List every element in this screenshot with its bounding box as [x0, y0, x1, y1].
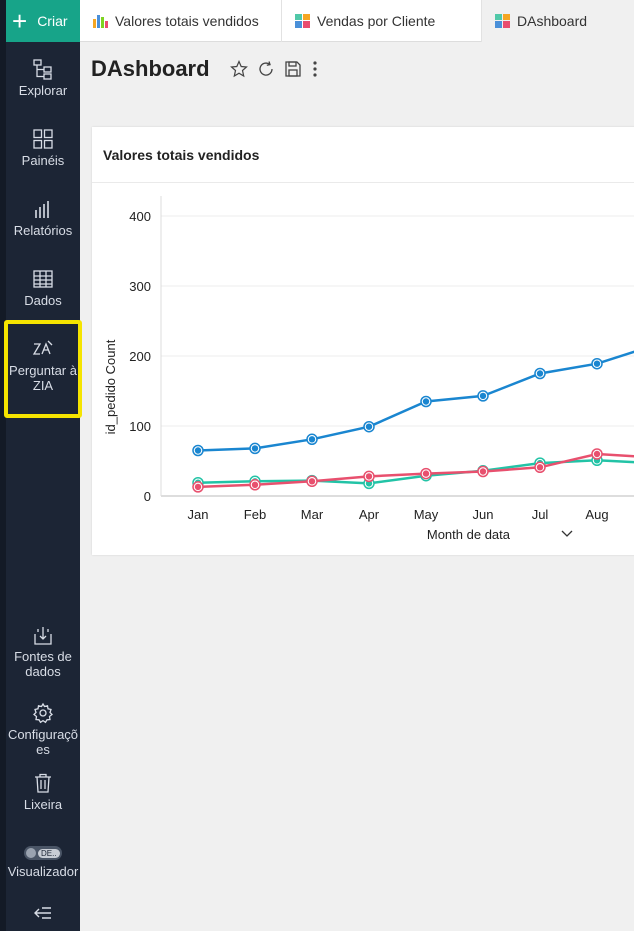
x-tick-label: Apr: [359, 507, 380, 522]
y-tick-label: 0: [144, 489, 151, 504]
data-point: [536, 370, 544, 377]
data-point: [251, 481, 259, 488]
y-tick-label: 200: [129, 349, 151, 364]
dashboard-icon: [295, 14, 310, 28]
sidebar-item-perguntar-zia[interactable]: Perguntar à ZIA: [6, 338, 80, 393]
data-point: [365, 473, 373, 480]
data-point: [194, 447, 202, 454]
dashboard-icon: [495, 14, 510, 28]
tab-label: Vendas por Cliente: [317, 13, 436, 29]
data-point: [479, 392, 487, 400]
tab-valores-totais[interactable]: Valores totais vendidos: [80, 0, 282, 42]
x-tick-label: Jan: [188, 507, 209, 522]
save-icon[interactable]: [284, 60, 302, 78]
data-point: [479, 468, 487, 475]
series-line: [197, 459, 634, 485]
x-tick-label: Mar: [301, 507, 324, 522]
create-label: Criar: [37, 13, 68, 29]
collapse-icon: [34, 907, 51, 919]
data-point: [251, 445, 259, 452]
sidebar-item-fontes-de-dados[interactable]: Fontes de dados: [6, 624, 80, 679]
trash-icon: [35, 773, 51, 793]
star-icon[interactable]: [230, 60, 248, 78]
sidebar-item-label: Visualizador: [7, 864, 79, 879]
data-point: [593, 450, 601, 458]
sidebar-edge: [0, 0, 6, 931]
tab-dashboard[interactable]: DAshboard: [482, 0, 634, 42]
more-options-icon[interactable]: [310, 60, 320, 78]
sidebar-item-explorar[interactable]: Explorar: [6, 58, 80, 98]
y-tick-label: 400: [129, 209, 151, 224]
sidebar-item-label: Relatórios: [13, 223, 73, 238]
sidebar-item-visualizador[interactable]: DE.. Visualizador: [6, 846, 80, 879]
data-point: [365, 423, 373, 430]
sidebar-item-label: Explorar: [18, 83, 68, 98]
sidebar-item-label: dados: [25, 664, 61, 679]
page-title: DAshboard: [91, 56, 210, 81]
highlight-box: [4, 320, 82, 418]
data-point: [593, 360, 601, 367]
sidebar-item-label: Painéis: [21, 153, 65, 168]
sidebar-item-relatorios[interactable]: Relatórios: [6, 198, 80, 238]
tab-vendas-por-cliente[interactable]: Vendas por Cliente: [282, 0, 482, 42]
toggle-knob: [26, 848, 36, 858]
create-button[interactable]: + Criar: [6, 0, 80, 42]
sidebar-item-configuracoes[interactable]: Configuraçõ es: [6, 702, 80, 757]
sidebar-item-label: Fontes de: [14, 649, 72, 664]
sidebar-item-label: Dados: [24, 293, 62, 308]
card-title: Valores totais vendidos: [103, 147, 260, 163]
x-tick-label: Jun: [473, 507, 494, 522]
card-divider: [92, 182, 634, 183]
data-point: [536, 464, 544, 471]
sidebar-item-label: ZIA: [32, 378, 54, 393]
gear-icon: [33, 702, 53, 724]
line-chart: id_pedido Count Month de data 0 100 200 300…: [103, 196, 634, 542]
tab-bar: Valores totais vendidos Vendas por Clien…: [80, 0, 634, 42]
x-axis-chevron-icon: [561, 530, 573, 537]
data-point: [194, 483, 202, 491]
collapse-sidebar-button[interactable]: [6, 904, 80, 925]
series-line: [197, 350, 634, 452]
x-tick-label: May: [414, 507, 439, 522]
data-point: [422, 470, 430, 477]
bar-chart-icon: [93, 15, 108, 28]
tab-label: DAshboard: [517, 13, 588, 29]
x-axis-title: Month de data: [427, 527, 511, 542]
refresh-icon[interactable]: [257, 60, 275, 78]
sidebar-item-label: es: [36, 742, 50, 757]
chart-card: Valores totais vendidos id_pedido Count …: [92, 127, 634, 555]
ask-zia-icon: [32, 340, 53, 355]
sidebar-item-lixeira[interactable]: Lixeira: [6, 772, 80, 812]
data-sources-icon: [34, 627, 52, 645]
data-point: [308, 436, 316, 443]
sidebar-item-dados[interactable]: Dados: [6, 268, 80, 308]
x-tick-label: Feb: [244, 507, 266, 522]
toggle-text: DE..: [38, 848, 60, 858]
x-tick-label: Jul: [532, 507, 549, 522]
sidebar-item-label: Configuraçõ: [7, 727, 79, 742]
sidebar-item-paineis[interactable]: Painéis: [6, 128, 80, 168]
dashboards-icon: [33, 129, 53, 149]
viewer-toggle-icon[interactable]: DE..: [24, 846, 62, 860]
y-tick-label: 100: [129, 419, 151, 434]
y-tick-label: 300: [129, 279, 151, 294]
sidebar-item-label: Perguntar à: [9, 363, 77, 378]
reports-icon: [35, 201, 49, 218]
x-tick-label: Aug: [585, 507, 608, 522]
data-point: [422, 398, 430, 405]
sidebar-item-label: Lixeira: [23, 797, 63, 812]
tab-label: Valores totais vendidos: [115, 13, 259, 29]
plus-icon: +: [12, 6, 28, 36]
data-point: [308, 478, 316, 485]
data-table-icon: [33, 270, 53, 288]
y-axis-title: id_pedido Count: [103, 339, 118, 434]
explore-icon: [33, 59, 52, 80]
